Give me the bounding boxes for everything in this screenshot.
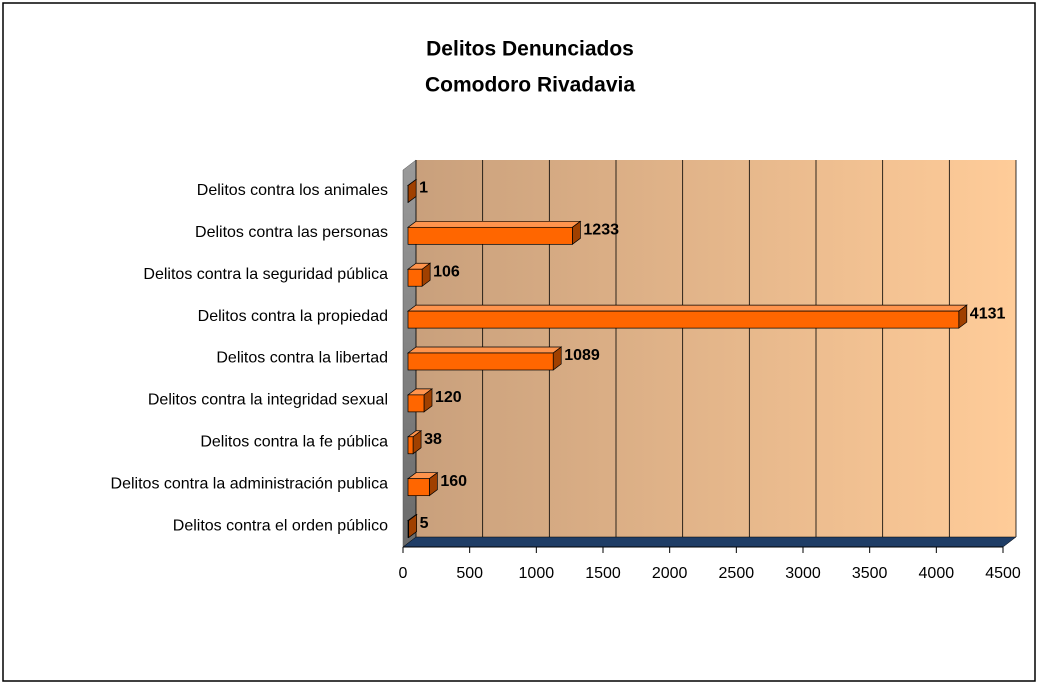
bar: [406, 471, 439, 497]
bar: [406, 388, 434, 413]
bar: [406, 304, 968, 329]
bar-front: [407, 478, 430, 497]
bar-front: [407, 352, 554, 371]
x-tick-label: 4000: [919, 565, 955, 582]
value-label: 120: [435, 389, 462, 406]
bar: [406, 346, 563, 371]
bar-top: [406, 220, 582, 228]
x-tick-label: 3000: [785, 565, 821, 582]
value-label: 106: [433, 263, 460, 280]
x-tick-label: 2000: [652, 565, 688, 582]
y-tick-label: Delitos contra la integridad sexual: [148, 392, 388, 409]
y-tick-label: Delitos contra la libertad: [216, 350, 388, 367]
x-tick-label: 2500: [719, 565, 755, 582]
x-tick-label: 1500: [585, 565, 621, 582]
x-tick-label: 4500: [985, 565, 1021, 582]
y-tick-label: Delitos contra el orden público: [173, 517, 388, 534]
bar-top: [406, 346, 563, 354]
value-label: 4131: [970, 305, 1006, 322]
bar-front: [407, 310, 960, 329]
x-tick-label: 1000: [519, 565, 555, 582]
value-label: 1: [419, 180, 428, 197]
chart-title: Delitos Denunciados: [426, 38, 634, 61]
bar-front: [407, 226, 573, 245]
x-tick-label: 0: [399, 565, 408, 582]
value-label: 5: [420, 515, 429, 532]
bar: [406, 178, 418, 204]
bar-front: [407, 520, 410, 538]
bar: [406, 220, 582, 246]
y-tick-label: Delitos contra la propiedad: [198, 308, 388, 325]
value-label: 160: [440, 473, 467, 490]
x-tick-label: 3500: [852, 565, 888, 582]
chart-subtitle: Comodoro Rivadavia: [425, 74, 635, 97]
bar-top: [406, 304, 968, 312]
bar-front: [407, 436, 414, 455]
y-tick-label: Delitos contra la fe pública: [200, 433, 388, 450]
y-tick-label: Delitos contra las personas: [195, 224, 388, 241]
value-label: 1089: [564, 347, 600, 364]
bar: [406, 430, 423, 455]
bar-front: [407, 394, 425, 413]
bar: [406, 262, 432, 287]
bar: [406, 513, 418, 539]
y-tick-label: Delitos contra la seguridad pública: [143, 266, 388, 283]
floor: [402, 536, 1017, 548]
value-label: 1233: [583, 222, 619, 239]
x-tick-label: 500: [456, 565, 483, 582]
bar-front: [407, 268, 423, 287]
value-label: 38: [424, 431, 442, 448]
y-tick-label: Delitos contra los animales: [197, 182, 388, 199]
y-tick-label: Delitos contra la administración publica: [111, 475, 389, 492]
